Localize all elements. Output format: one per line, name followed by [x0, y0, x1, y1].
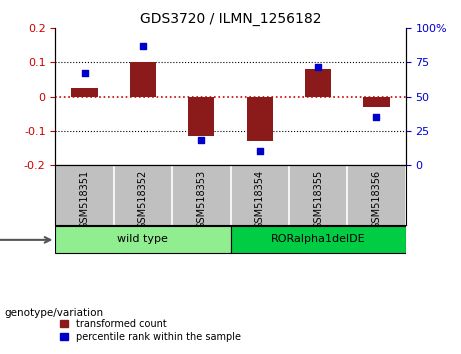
Bar [247, 97, 273, 141]
Point [373, 114, 380, 120]
Text: GSM518356: GSM518356 [372, 170, 382, 229]
Text: GSM518354: GSM518354 [254, 170, 265, 229]
Bar [363, 97, 390, 107]
Text: GSM518353: GSM518353 [196, 170, 207, 229]
Text: GSM518352: GSM518352 [138, 170, 148, 229]
Text: RORalpha1delDE: RORalpha1delDE [271, 234, 366, 244]
Point [314, 64, 322, 69]
Bar [188, 97, 214, 136]
Point [198, 137, 205, 143]
Text: genotype/variation: genotype/variation [5, 308, 104, 318]
Title: GDS3720 / ILMN_1256182: GDS3720 / ILMN_1256182 [140, 12, 321, 26]
Text: wild type: wild type [118, 234, 168, 244]
Bar [130, 62, 156, 97]
Bar [55, 226, 230, 253]
Text: GSM518355: GSM518355 [313, 170, 323, 229]
Point [256, 148, 263, 154]
Bar [230, 226, 406, 253]
Text: GSM518351: GSM518351 [79, 170, 89, 229]
Bar [305, 69, 331, 97]
Point [139, 43, 147, 49]
Bar [71, 88, 98, 97]
Legend: transformed count, percentile rank within the sample: transformed count, percentile rank withi… [60, 319, 241, 342]
Point [81, 70, 88, 76]
